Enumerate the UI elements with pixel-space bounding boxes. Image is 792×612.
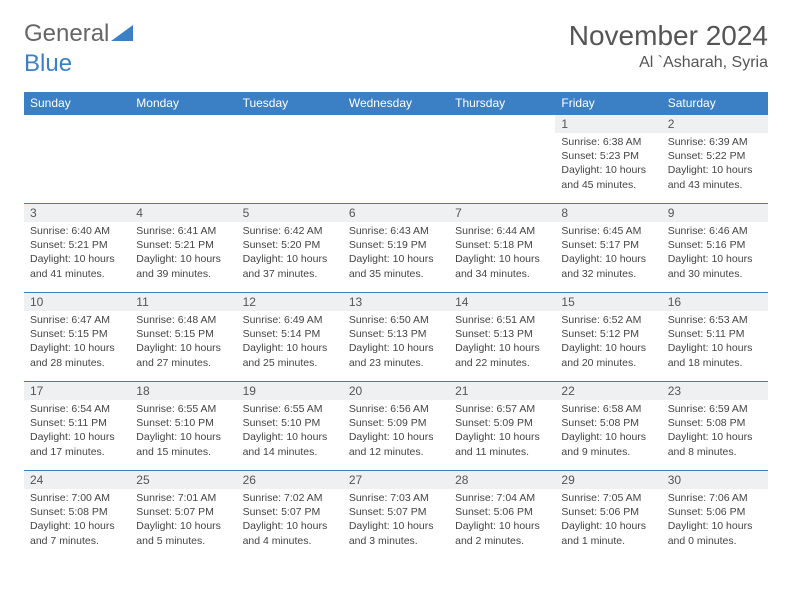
day-number: 15 xyxy=(555,293,661,312)
day-cell: Sunrise: 6:48 AM Sunset: 5:15 PM Dayligh… xyxy=(130,311,236,382)
day-cell: Sunrise: 6:39 AM Sunset: 5:22 PM Dayligh… xyxy=(662,133,768,204)
day-number: 18 xyxy=(130,382,236,401)
day-number: 13 xyxy=(343,293,449,312)
day-number xyxy=(24,115,130,134)
day-number: 14 xyxy=(449,293,555,312)
day-cell xyxy=(24,133,130,204)
day-number: 8 xyxy=(555,204,661,223)
day-content-row: Sunrise: 7:00 AM Sunset: 5:08 PM Dayligh… xyxy=(24,489,768,559)
day-number: 5 xyxy=(237,204,343,223)
weekday-header: Wednesday xyxy=(343,92,449,115)
weekday-header: Tuesday xyxy=(237,92,343,115)
day-number: 28 xyxy=(449,471,555,490)
day-cell: Sunrise: 6:50 AM Sunset: 5:13 PM Dayligh… xyxy=(343,311,449,382)
day-cell: Sunrise: 6:42 AM Sunset: 5:20 PM Dayligh… xyxy=(237,222,343,293)
day-cell: Sunrise: 6:40 AM Sunset: 5:21 PM Dayligh… xyxy=(24,222,130,293)
day-number: 25 xyxy=(130,471,236,490)
day-cell: Sunrise: 7:02 AM Sunset: 5:07 PM Dayligh… xyxy=(237,489,343,559)
day-cell: Sunrise: 6:55 AM Sunset: 5:10 PM Dayligh… xyxy=(237,400,343,471)
day-content-row: Sunrise: 6:40 AM Sunset: 5:21 PM Dayligh… xyxy=(24,222,768,293)
logo-triangle-icon xyxy=(111,20,133,48)
day-number: 1 xyxy=(555,115,661,134)
day-cell: Sunrise: 6:56 AM Sunset: 5:09 PM Dayligh… xyxy=(343,400,449,471)
day-cell: Sunrise: 6:41 AM Sunset: 5:21 PM Dayligh… xyxy=(130,222,236,293)
day-number xyxy=(449,115,555,134)
day-number: 10 xyxy=(24,293,130,312)
day-cell: Sunrise: 7:04 AM Sunset: 5:06 PM Dayligh… xyxy=(449,489,555,559)
day-cell: Sunrise: 7:05 AM Sunset: 5:06 PM Dayligh… xyxy=(555,489,661,559)
weekday-header: Saturday xyxy=(662,92,768,115)
weekday-header: Thursday xyxy=(449,92,555,115)
day-cell: Sunrise: 7:03 AM Sunset: 5:07 PM Dayligh… xyxy=(343,489,449,559)
day-cell: Sunrise: 6:45 AM Sunset: 5:17 PM Dayligh… xyxy=(555,222,661,293)
day-cell: Sunrise: 6:43 AM Sunset: 5:19 PM Dayligh… xyxy=(343,222,449,293)
day-number: 21 xyxy=(449,382,555,401)
day-number-row: 24252627282930 xyxy=(24,471,768,490)
day-number: 26 xyxy=(237,471,343,490)
logo-text-1: General xyxy=(24,20,109,48)
day-number: 3 xyxy=(24,204,130,223)
day-cell: Sunrise: 6:55 AM Sunset: 5:10 PM Dayligh… xyxy=(130,400,236,471)
day-cell: Sunrise: 6:59 AM Sunset: 5:08 PM Dayligh… xyxy=(662,400,768,471)
day-number xyxy=(237,115,343,134)
day-cell: Sunrise: 6:53 AM Sunset: 5:11 PM Dayligh… xyxy=(662,311,768,382)
day-number: 7 xyxy=(449,204,555,223)
day-cell: Sunrise: 6:38 AM Sunset: 5:23 PM Dayligh… xyxy=(555,133,661,204)
day-number-row: 17181920212223 xyxy=(24,382,768,401)
day-number: 12 xyxy=(237,293,343,312)
day-cell: Sunrise: 6:46 AM Sunset: 5:16 PM Dayligh… xyxy=(662,222,768,293)
weekday-header: Friday xyxy=(555,92,661,115)
day-cell: Sunrise: 6:51 AM Sunset: 5:13 PM Dayligh… xyxy=(449,311,555,382)
day-number: 30 xyxy=(662,471,768,490)
day-number: 4 xyxy=(130,204,236,223)
day-number: 29 xyxy=(555,471,661,490)
day-cell: Sunrise: 6:54 AM Sunset: 5:11 PM Dayligh… xyxy=(24,400,130,471)
day-number: 27 xyxy=(343,471,449,490)
day-number xyxy=(130,115,236,134)
calendar-table: Sunday Monday Tuesday Wednesday Thursday… xyxy=(24,92,768,559)
day-content-row: Sunrise: 6:54 AM Sunset: 5:11 PM Dayligh… xyxy=(24,400,768,471)
day-cell: Sunrise: 6:57 AM Sunset: 5:09 PM Dayligh… xyxy=(449,400,555,471)
day-number: 22 xyxy=(555,382,661,401)
day-cell: Sunrise: 6:49 AM Sunset: 5:14 PM Dayligh… xyxy=(237,311,343,382)
title-block: November 2024 Al `Asharah, Syria xyxy=(569,20,768,72)
day-cell: Sunrise: 6:44 AM Sunset: 5:18 PM Dayligh… xyxy=(449,222,555,293)
day-cell: Sunrise: 7:06 AM Sunset: 5:06 PM Dayligh… xyxy=(662,489,768,559)
weekday-header: Sunday xyxy=(24,92,130,115)
day-cell xyxy=(449,133,555,204)
day-cell: Sunrise: 6:47 AM Sunset: 5:15 PM Dayligh… xyxy=(24,311,130,382)
day-number-row: 12 xyxy=(24,115,768,134)
day-cell xyxy=(130,133,236,204)
weekday-header: Monday xyxy=(130,92,236,115)
weekday-header-row: Sunday Monday Tuesday Wednesday Thursday… xyxy=(24,92,768,115)
day-number: 6 xyxy=(343,204,449,223)
day-number: 20 xyxy=(343,382,449,401)
day-number: 23 xyxy=(662,382,768,401)
day-cell: Sunrise: 6:58 AM Sunset: 5:08 PM Dayligh… xyxy=(555,400,661,471)
day-cell: Sunrise: 7:01 AM Sunset: 5:07 PM Dayligh… xyxy=(130,489,236,559)
month-title: November 2024 xyxy=(569,20,768,52)
day-cell xyxy=(343,133,449,204)
day-number: 24 xyxy=(24,471,130,490)
logo: General xyxy=(24,20,133,48)
day-number: 9 xyxy=(662,204,768,223)
day-cell: Sunrise: 7:00 AM Sunset: 5:08 PM Dayligh… xyxy=(24,489,130,559)
day-number-row: 10111213141516 xyxy=(24,293,768,312)
day-number-row: 3456789 xyxy=(24,204,768,223)
location: Al `Asharah, Syria xyxy=(569,54,768,72)
day-cell xyxy=(237,133,343,204)
day-number: 19 xyxy=(237,382,343,401)
day-number: 16 xyxy=(662,293,768,312)
day-number: 2 xyxy=(662,115,768,134)
day-cell: Sunrise: 6:52 AM Sunset: 5:12 PM Dayligh… xyxy=(555,311,661,382)
day-number: 11 xyxy=(130,293,236,312)
day-content-row: Sunrise: 6:47 AM Sunset: 5:15 PM Dayligh… xyxy=(24,311,768,382)
day-number xyxy=(343,115,449,134)
day-number: 17 xyxy=(24,382,130,401)
day-content-row: Sunrise: 6:38 AM Sunset: 5:23 PM Dayligh… xyxy=(24,133,768,204)
